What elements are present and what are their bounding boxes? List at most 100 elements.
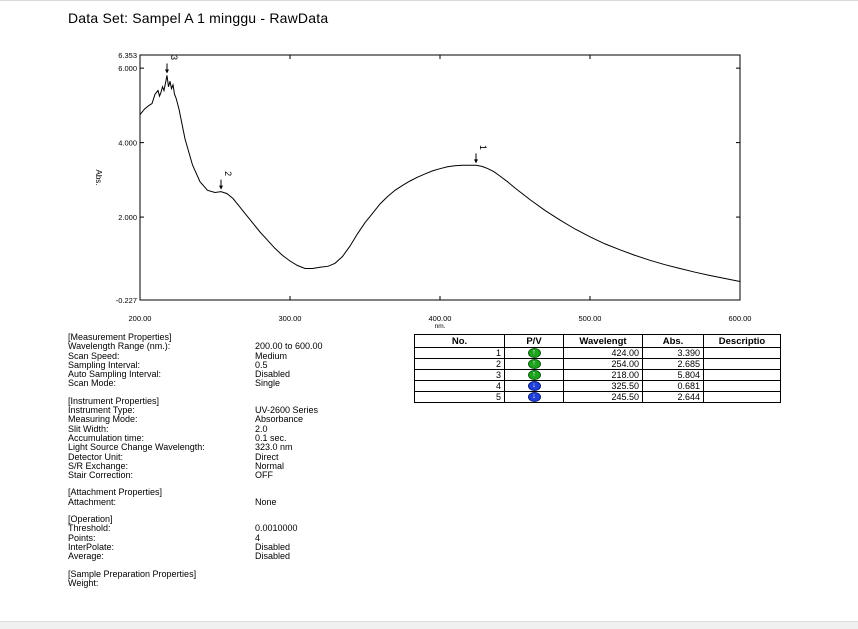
property-row: Weight:: [68, 577, 368, 588]
peak-absorbance: 0.681: [642, 380, 704, 392]
property-key: Sampling Interval:: [68, 359, 141, 370]
property-value: Normal: [255, 460, 285, 471]
peak-type-cell: ↑: [504, 358, 564, 370]
peak-table: No. P/V Wavelengt Abs. Descriptio 1 ↑ 424.00 3.…: [414, 334, 781, 403]
arrow-down-icon: ↓: [527, 381, 541, 391]
peak-table-header-cell: No.: [414, 334, 505, 348]
property-value: Absorbance: [255, 414, 304, 425]
property-row: Measuring Mode: Absorbance: [68, 414, 368, 425]
property-row: Average: Disabled: [68, 551, 368, 562]
x-tick-label: 200.00: [129, 314, 152, 323]
peak-wavelength: 218.00: [563, 369, 643, 381]
peak-number: 2: [414, 358, 505, 370]
peak-marker-arrow: [165, 69, 169, 74]
property-row: Points: 4: [68, 532, 368, 543]
peak-label: 2: [223, 171, 233, 176]
top-border: [0, 0, 858, 1]
table-row: 2 ↑ 254.00 2.685: [414, 358, 781, 370]
properties-section-header: [Sample Preparation Properties]: [68, 568, 197, 579]
properties-section-header: [Measurement Properties]: [68, 332, 172, 342]
peak-description: [703, 391, 781, 403]
property-key: Light Source Change Wavelength:: [68, 442, 205, 453]
peak-absorbance: 3.390: [642, 347, 704, 359]
property-key: InterPolate:: [68, 541, 115, 552]
peak-label: 1: [478, 145, 488, 150]
property-key: Auto Sampling Interval:: [68, 369, 162, 380]
y-tick-label: 6.000: [118, 64, 137, 73]
peak-absorbance: 2.685: [642, 358, 704, 370]
property-value: 323.0 nm: [255, 442, 293, 453]
property-key: Scan Mode:: [68, 378, 117, 389]
peak-table-header: No. P/V Wavelengt Abs. Descriptio: [414, 334, 781, 348]
property-key: Scan Speed:: [68, 350, 120, 361]
peak-wavelength: 325.50: [563, 380, 643, 392]
y-tick-label: 4.000: [118, 139, 137, 148]
property-row: Wavelength Range (nm.): 200.00 to 600.00: [68, 341, 368, 352]
absorbance-series-line: [139, 75, 741, 282]
property-row: Instrument Type: UV-2600 Series: [68, 405, 368, 416]
property-value: Disabled: [255, 551, 291, 562]
arrow-up-icon: ↑: [527, 348, 541, 358]
property-key: Instrument Type:: [68, 405, 135, 416]
arrow-up-icon: ↑: [527, 370, 541, 380]
property-row: S/R Exchange: Normal: [68, 460, 368, 471]
property-value: Single: [255, 378, 281, 389]
table-row: 1 ↑ 424.00 3.390: [414, 347, 781, 359]
page-title: Data Set: Sampel A 1 minggu - RawData: [68, 10, 329, 26]
y-tick-label: 6.353: [118, 51, 137, 60]
peak-wavelength: 245.50: [563, 391, 643, 403]
property-row: Slit Width: 2.0: [68, 423, 368, 434]
peak-type-cell: ↑: [504, 369, 564, 381]
peak-marker-arrow: [474, 159, 478, 164]
table-row: 3 ↑ 218.00 5.804: [414, 369, 781, 381]
property-key: S/R Exchange:: [68, 460, 129, 471]
peak-number: 3: [414, 369, 505, 381]
property-row: Scan Mode: Single: [68, 378, 368, 389]
property-value: 4: [255, 532, 261, 543]
peak-type-cell: ↓: [504, 380, 564, 392]
peak-number: 1: [414, 347, 505, 359]
property-value: Disabled: [255, 541, 291, 552]
property-value: 2.0: [255, 423, 268, 434]
property-value: OFF: [255, 470, 273, 481]
property-row: InterPolate: Disabled: [68, 541, 368, 552]
y-axis-label: Abs.: [94, 169, 103, 185]
peak-table-header-cell: P/V: [504, 334, 564, 348]
peak-number: 5: [414, 391, 505, 403]
property-key: Stair Correction:: [68, 470, 134, 481]
peak-description: [703, 380, 781, 392]
x-tick-label: 400.00: [429, 314, 452, 323]
peak-table-header-cell: Descriptio: [703, 334, 781, 348]
peak-absorbance: 2.644: [642, 391, 704, 403]
property-value: Direct: [255, 451, 279, 462]
plot-frame: [139, 54, 741, 301]
property-key: Attachment:: [68, 496, 117, 507]
properties-section-header: [Operation]: [68, 514, 113, 525]
property-row: Attachment: None: [68, 496, 368, 507]
property-value: Medium: [255, 350, 288, 361]
property-row: Scan Speed: Medium: [68, 350, 368, 361]
property-row: Stair Correction: OFF: [68, 470, 368, 481]
peak-table-header-cell: Abs.: [642, 334, 704, 348]
property-key: Slit Width:: [68, 423, 109, 434]
peak-description: [703, 347, 781, 359]
y-tick-label: -0.227: [116, 296, 137, 305]
properties-section-header: [Instrument Properties]: [68, 395, 160, 406]
bottom-scroll-area[interactable]: [0, 621, 858, 629]
arrow-up-icon: ↑: [527, 359, 541, 369]
property-key: Accumulation time:: [68, 432, 145, 443]
peak-wavelength: 254.00: [563, 358, 643, 370]
peak-marker-arrow: [219, 185, 223, 190]
peak-table-header-cell: Wavelengt: [563, 334, 643, 348]
property-key: Wavelength Range (nm.):: [68, 341, 171, 352]
arrow-down-icon: ↓: [527, 392, 541, 402]
x-axis-label: nm.: [435, 323, 446, 330]
property-value: 0.0010000: [255, 523, 298, 534]
x-tick-label: 600.00: [729, 314, 752, 323]
peak-number: 4: [414, 380, 505, 392]
property-value: 0.5: [255, 359, 268, 370]
peak-wavelength: 424.00: [563, 347, 643, 359]
property-key: Weight:: [68, 577, 99, 588]
property-value: 0.1 sec.: [255, 432, 287, 443]
property-key: Threshold:: [68, 523, 111, 534]
